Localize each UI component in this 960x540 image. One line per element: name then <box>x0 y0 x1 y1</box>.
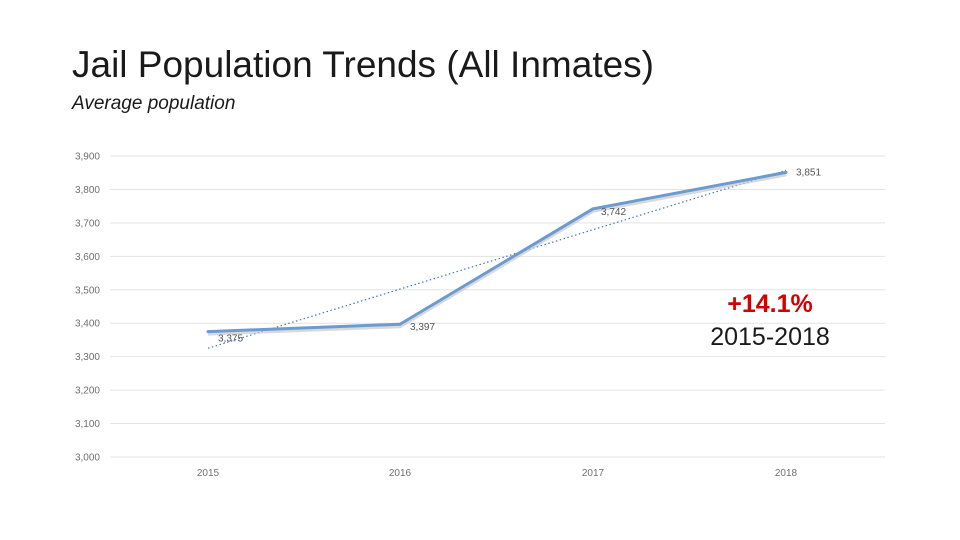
x-tick-label: 2017 <box>582 468 605 479</box>
y-tick-label: 3,100 <box>75 419 100 430</box>
x-tick-label: 2018 <box>775 468 798 479</box>
percent-change: +14.1% <box>727 290 813 318</box>
y-tick-label: 3,200 <box>75 386 100 397</box>
y-tick-label: 3,900 <box>75 152 100 163</box>
y-tick-label: 3,600 <box>75 252 100 263</box>
x-tick-label: 2015 <box>197 468 220 479</box>
trendline <box>207 169 787 349</box>
y-tick-label: 3,500 <box>75 285 100 296</box>
data-point <box>591 207 595 211</box>
data-label: 3,851 <box>796 167 821 178</box>
slide-subtitle: Average population <box>72 93 236 114</box>
y-tick-label: 3,300 <box>75 352 100 363</box>
data-point <box>206 330 210 334</box>
y-tick-label: 3,400 <box>75 319 100 330</box>
data-point <box>784 170 788 174</box>
x-tick-label: 2016 <box>389 468 412 479</box>
slide-title: Jail Population Trends (All Inmates) <box>72 44 654 85</box>
y-tick-label: 3,800 <box>75 185 100 196</box>
series-line-shadow <box>207 172 787 336</box>
data-point <box>398 322 402 326</box>
change-callout: +14.1% 2015-2018 <box>690 288 850 354</box>
change-period: 2015-2018 <box>710 323 830 351</box>
y-tick-label: 3,000 <box>75 453 100 464</box>
y-tick-label: 3,700 <box>75 218 100 229</box>
series-line <box>207 170 787 334</box>
data-label: 3,397 <box>410 322 435 333</box>
data-label: 3,742 <box>601 207 626 218</box>
data-label: 3,375 <box>218 334 243 345</box>
